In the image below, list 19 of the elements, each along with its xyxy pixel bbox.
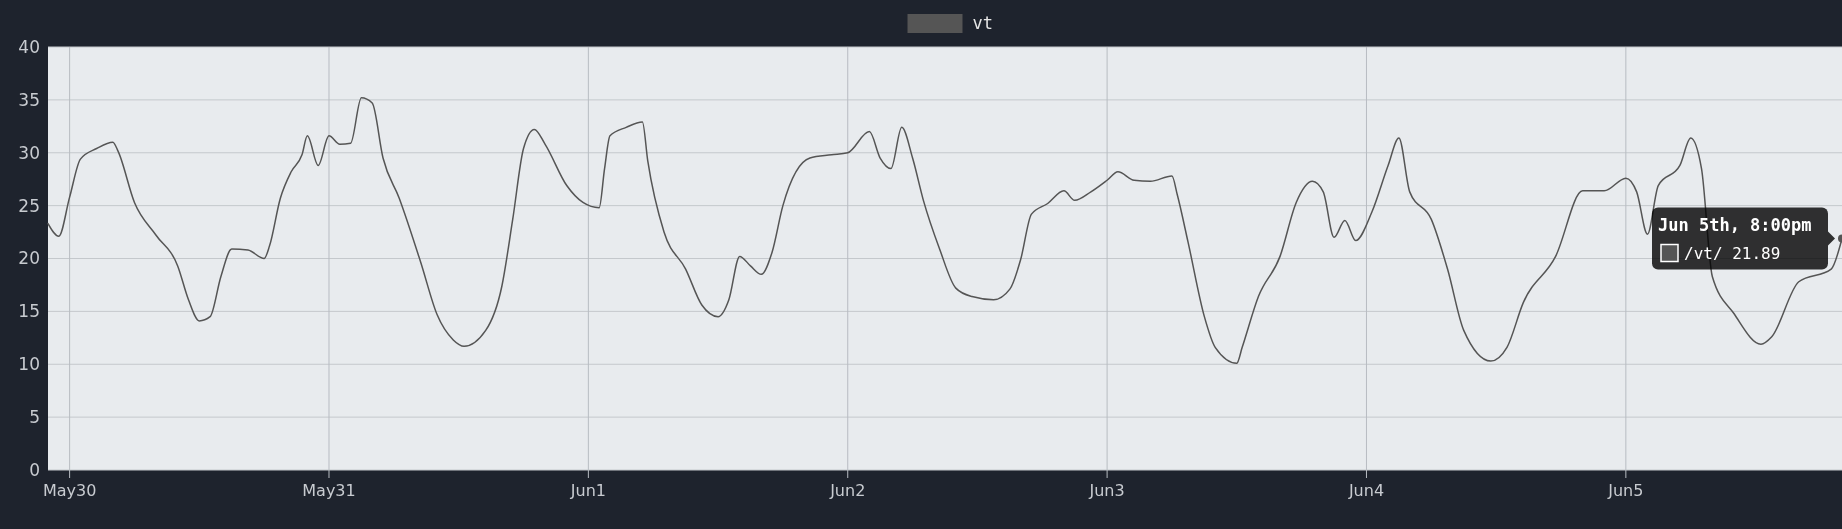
x-tick-label: Jun1 xyxy=(569,481,606,500)
x-tick-label: May31 xyxy=(302,481,356,500)
y-tick-label: 5 xyxy=(29,407,40,428)
annotation: /vt/ 21.89 xyxy=(1684,243,1781,263)
x-tick-label: Jun2 xyxy=(829,481,866,500)
x-tick-label: May30 xyxy=(42,481,97,500)
y-tick-label: 25 xyxy=(18,195,40,216)
y-tick-label: 35 xyxy=(18,89,40,110)
y-tick-label: 20 xyxy=(18,248,40,269)
y-tick-label: 40 xyxy=(18,36,40,57)
y-tick-label: 10 xyxy=(18,354,40,375)
y-tick-label: 15 xyxy=(18,301,40,322)
x-tick-label: Jun4 xyxy=(1347,481,1385,500)
y-tick-label: 0 xyxy=(29,459,40,480)
annotation: Jun 5th, 8:00pm xyxy=(1658,214,1812,235)
x-tick-label: Jun5 xyxy=(1607,481,1644,500)
legend-label: vt xyxy=(972,13,993,33)
y-tick-label: 30 xyxy=(18,142,40,163)
x-tick-label: Jun3 xyxy=(1088,481,1125,500)
